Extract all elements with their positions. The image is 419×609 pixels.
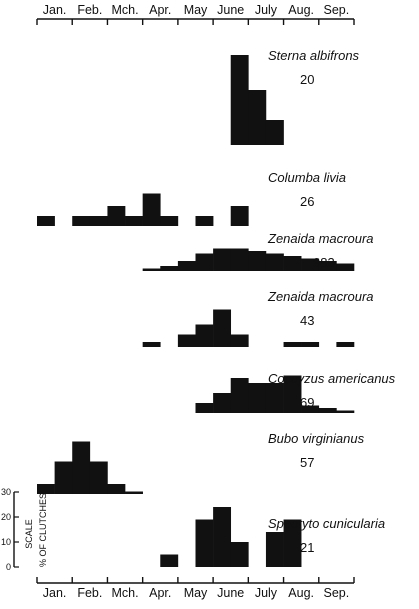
histogram-bar [72,216,91,226]
scale-tick-label: 0 [6,562,11,572]
histogram-bar [160,266,179,271]
histogram-bar [195,216,214,226]
histogram-bar [177,334,196,347]
species-name: Bubo virginianus [268,431,365,446]
histogram-bar [301,258,320,271]
histogram-bar [265,383,284,413]
histogram-bar [142,342,161,347]
histogram-bar [248,90,267,145]
histogram-bar [37,484,55,494]
histogram-bar [107,206,126,226]
histogram-bar [248,251,267,271]
histogram-bar [230,378,249,413]
histogram-bar [301,342,320,347]
histogram-bar [248,383,267,413]
bottom-month-label: Apr. [149,586,171,600]
top-month-label: July [255,3,278,17]
histogram-bar [54,461,73,494]
top-month-label: Apr. [149,3,171,17]
sample-size: 43 [300,313,314,328]
top-month-label: Jan. [43,3,67,17]
histogram-3 [142,248,355,271]
scale-tick-label: 10 [1,537,11,547]
sample-size: 983 [313,255,335,270]
histogram-bar [89,461,108,494]
histogram-4 [142,309,355,347]
sample-size: 26 [300,194,314,209]
bottom-month-label: Mch. [112,586,139,600]
histogram-bar [125,491,143,494]
histogram-bar [301,405,320,413]
species-name: Speotyto cunicularia [268,516,385,531]
histogram-bar [283,375,302,413]
histogram-bar [230,334,249,347]
scale-title: SCALE [24,519,34,549]
histogram-bar [230,542,249,567]
top-month-label: Sep. [324,3,350,17]
sample-size: 57 [300,455,314,470]
top-month-label: June [217,3,244,17]
histogram-bar [213,507,232,567]
histogram-bar [142,193,161,226]
histogram-bar [336,410,355,413]
histogram-bar [125,216,143,226]
histogram-bar [230,206,249,226]
histogram-bar [89,216,108,226]
histogram-bar [265,532,284,567]
histogram-bar [265,120,284,145]
histogram-bar [37,216,55,226]
histogram-bar [195,253,214,271]
histogram-bar [72,441,91,494]
histogram-bar [336,263,355,271]
histogram-bar [213,248,232,271]
scale-unit-label: % OF CLUTCHES [38,493,48,567]
bottom-month-label: May [184,586,208,600]
histogram-bar [230,248,249,271]
scale-tick-label: 20 [1,512,11,522]
histogram-bar [230,55,249,145]
top-month-label: May [184,3,208,17]
bottom-month-label: Aug. [288,586,314,600]
histogram-bar [195,403,214,413]
top-month-label: Mch. [112,3,139,17]
histogram-bar [195,519,214,567]
bottom-month-label: June [217,586,244,600]
top-month-label: Feb. [77,3,102,17]
histogram-bar [160,554,179,567]
scale-tick-label: 30 [1,487,11,497]
histogram-7 [160,507,302,567]
bottom-month-label: July [255,586,278,600]
species-name: Zenaida macroura [267,231,374,246]
histogram-bar [160,216,179,226]
histogram-bar [177,261,196,271]
species-name: Coccyzus americanus [268,371,396,386]
species-name: Zenaida macroura [267,289,374,304]
histogram-5 [195,375,355,413]
histogram-bar [336,342,355,347]
histogram-bar [213,393,232,413]
species-name: Columba livia [268,170,346,185]
histogram-bar [318,408,337,413]
histogram-bar [195,324,214,347]
bottom-month-label: Jan. [43,586,67,600]
histogram-bar [107,484,126,494]
histogram-bar [213,309,232,347]
histogram-bar [265,253,284,271]
histogram-1 [230,55,284,145]
histogram-6 [37,441,143,494]
sample-size: 69 [300,395,314,410]
bottom-month-label: Feb. [77,586,102,600]
histogram-bar [142,268,161,271]
species-name: Sterna albifrons [268,48,360,63]
histogram-bar [283,342,302,347]
sample-size: 20 [300,72,314,87]
histogram-bar [283,519,302,567]
histogram-2 [37,193,249,226]
bottom-month-label: Sep. [324,586,350,600]
histogram-bar [318,261,337,271]
sample-size: 21 [300,540,314,555]
histogram-bar [283,256,302,271]
top-month-label: Aug. [288,3,314,17]
